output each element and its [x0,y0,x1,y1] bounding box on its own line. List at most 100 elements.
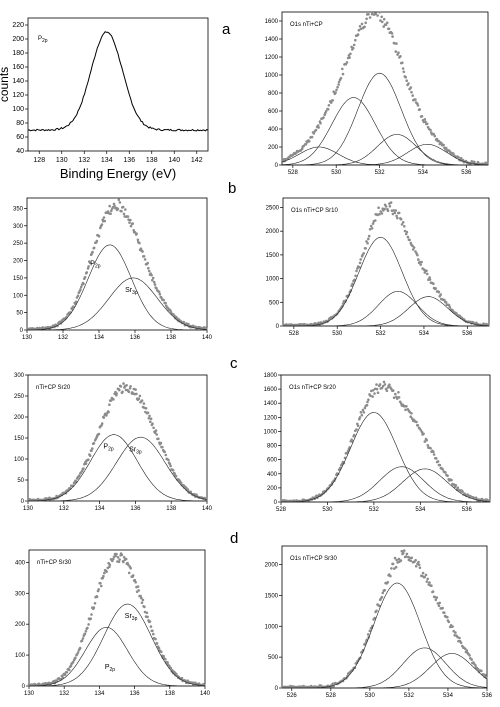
data-point [364,21,368,25]
data-point [145,611,149,615]
data-point [391,212,395,216]
data-point [463,647,467,651]
y-tick-label: 100 [15,653,26,659]
data-point [459,156,463,160]
data-point [108,403,111,407]
data-point [159,441,163,445]
data-point [414,564,418,568]
x-tick-label: 528 [276,507,287,513]
data-point [97,588,100,591]
data-point [91,447,94,450]
data-point [118,388,121,392]
data-point [322,116,325,119]
y-tick-label: 1200 [265,55,279,61]
data-point [385,21,389,25]
data-point [175,672,178,676]
data-point [425,122,429,126]
data-point [397,391,400,394]
data-point [136,585,140,588]
data-point [421,571,425,575]
data-point [143,605,146,609]
x-tick-label: 128 [33,157,45,164]
data-point [334,91,337,94]
data-point [115,392,118,395]
data-point [393,556,397,560]
data-point [362,411,366,414]
data-point [414,558,417,562]
x-tick-label: 138 [166,506,177,512]
data-point [88,454,92,458]
chart-panel-7: 526 528 530 532 534 536 0 500 1000 1500 2000 O1s nT… [265,545,493,699]
data-point [369,394,372,398]
data-point [74,656,77,660]
data-point [90,613,93,616]
data-point [400,223,404,226]
data-point [150,273,153,277]
data-point [396,216,399,220]
x-tick-label: 130 [23,506,34,512]
x-tick-label: 132 [59,691,70,697]
y-tick-label: 250 [13,241,24,247]
data-point [402,549,406,552]
data-point [409,415,413,419]
x-tick-label: 526 [287,693,298,699]
data-point [175,316,179,320]
data-point [358,261,362,265]
data-point [470,658,474,661]
data-point [370,12,374,16]
data-point [381,591,385,595]
data-point [80,639,84,642]
data-point [383,588,387,592]
data-point [383,207,386,211]
plot-frame [28,549,206,687]
data-point [468,654,471,657]
data-point [122,382,125,385]
y-tick-label: 200 [13,259,24,265]
y-tick-label: 200 [267,486,278,492]
data-point [429,447,432,450]
data-point [447,304,451,307]
data-point [160,650,163,654]
data-point [76,294,80,298]
data-point [374,12,378,15]
data-point [312,132,316,135]
data-point [444,146,448,150]
data-point [155,642,159,645]
data-point [90,449,93,453]
data-point [392,396,396,400]
data-point [194,681,197,685]
data-point [173,472,176,475]
data-point [120,209,123,213]
data-point [417,563,421,566]
data-point [107,410,110,414]
data-point [341,67,344,71]
data-point [359,411,363,414]
data-point [359,27,363,31]
data-point [100,584,103,588]
data-point [128,387,132,390]
x-tick-label: 528 [288,170,299,176]
x-tick-label: 132 [78,157,90,164]
data-point [142,254,146,258]
data-point [371,395,374,398]
data-point [352,43,356,47]
data-point [443,298,446,302]
y-tick-label: 80 [16,120,24,127]
data-point [327,104,331,107]
y-tick-label: 800 [267,444,278,450]
x-tick-label: 532 [404,693,415,699]
data-point [79,285,83,289]
data-point [362,252,366,255]
data-point [93,602,97,605]
data-point [411,94,415,97]
data-point [405,230,409,234]
data-point [426,577,430,581]
data-point [127,563,130,567]
data-point [397,51,400,54]
data-point [85,271,89,274]
data-point [72,305,75,309]
data-point [465,649,469,652]
data-point [399,559,403,562]
data-point [113,204,116,208]
y-tick-label: 300 [15,591,26,597]
